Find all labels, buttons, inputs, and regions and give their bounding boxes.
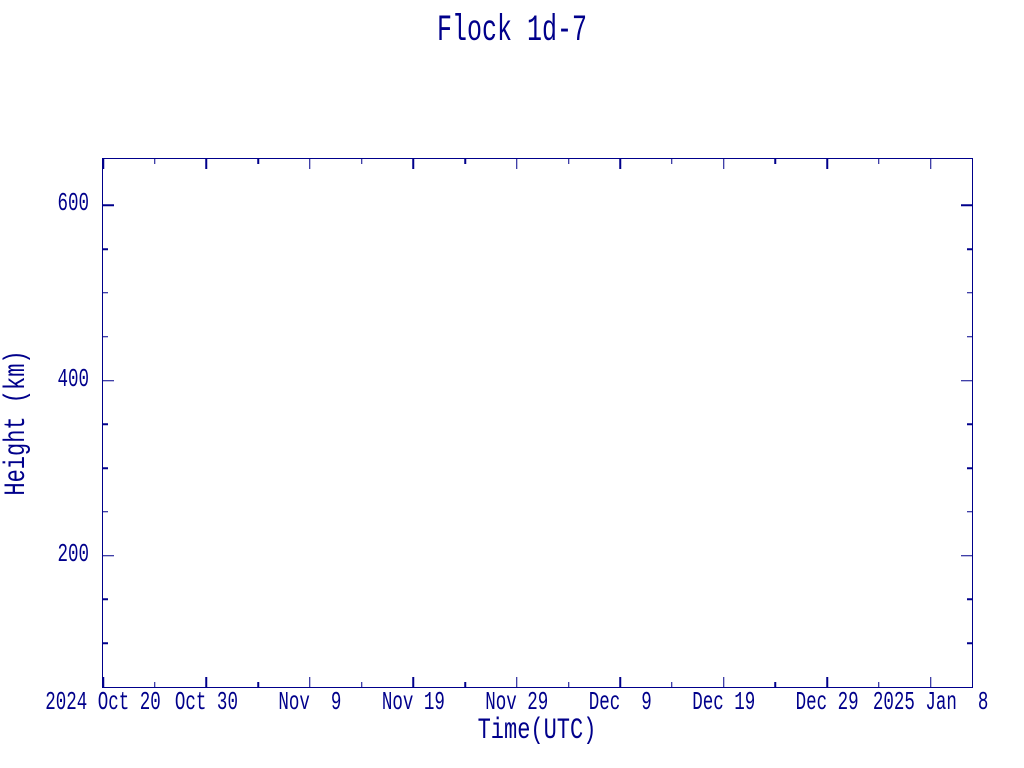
- y-tick-mark: [961, 204, 972, 207]
- x-tick-mark: [567, 159, 570, 164]
- x-axis-title: Time(UTC): [477, 713, 597, 748]
- y-tick-mark: [103, 204, 114, 207]
- x-tick-mark: [826, 159, 828, 169]
- y-tick-label: 600: [57, 189, 89, 220]
- x-tick-label: Dec 19: [692, 688, 756, 718]
- plot-area: 2024 Oct 20 Oct 30 Nov 9 Nov 19 Nov 29 Dec 9 D…: [45, 158, 988, 716]
- x-tick-mark: [153, 159, 156, 164]
- x-tick-mark: [671, 682, 673, 687]
- x-tick-mark: [619, 159, 621, 169]
- x-tick-mark: [205, 159, 208, 169]
- x-tick-mark: [722, 677, 725, 687]
- x-tick-mark: [360, 682, 363, 687]
- x-tick-mark: [929, 677, 932, 687]
- y-tick-label: 400: [57, 364, 89, 395]
- x-tick-mark: [257, 682, 259, 687]
- y-tick-mark: [967, 511, 972, 513]
- y-tick-mark: [103, 336, 108, 338]
- x-tick-label: 2024 Oct 20: [45, 688, 161, 718]
- x-tick-mark: [102, 159, 104, 169]
- x-tick-label: Dec 9: [588, 688, 652, 718]
- y-tick-mark: [967, 336, 972, 338]
- x-tick-mark: [722, 159, 725, 169]
- x-tick-mark: [826, 677, 828, 687]
- x-tick-mark: [257, 159, 259, 164]
- y-tick-mark: [103, 598, 108, 601]
- x-tick-label: Nov 29: [485, 688, 549, 718]
- x-tick-mark: [309, 159, 311, 169]
- x-tick-mark: [360, 159, 363, 164]
- x-tick-mark: [464, 682, 466, 687]
- x-tick-label: Nov 9: [278, 688, 342, 718]
- x-tick-mark: [205, 677, 208, 687]
- y-tick-mark: [967, 248, 972, 250]
- x-tick-mark: [412, 677, 415, 687]
- y-tick-mark: [967, 598, 972, 601]
- y-tick-mark: [103, 248, 108, 250]
- y-tick-mark: [961, 554, 972, 557]
- x-tick-label: Nov 19: [381, 688, 445, 718]
- x-tick-mark: [929, 159, 932, 169]
- x-tick-mark: [153, 682, 156, 687]
- x-tick-label: Oct 30: [174, 688, 238, 718]
- x-tick-mark: [619, 677, 621, 687]
- x-tick-label: Dec 29: [795, 688, 859, 718]
- x-tick-label: 2025 Jan 8: [872, 688, 989, 718]
- chart-title: Flock 1d-7: [436, 8, 588, 52]
- x-tick-mark: [412, 159, 415, 169]
- y-tick-mark: [967, 467, 972, 469]
- x-tick-mark: [671, 159, 673, 164]
- x-tick-mark: [102, 677, 104, 687]
- y-tick-mark: [103, 554, 114, 557]
- y-tick-mark: [967, 642, 972, 644]
- y-tick-mark: [961, 379, 972, 382]
- y-tick-mark: [103, 292, 108, 294]
- x-tick-mark: [516, 159, 518, 169]
- x-tick-mark: [567, 682, 570, 687]
- y-tick-mark: [103, 467, 108, 469]
- x-tick-mark: [878, 682, 880, 687]
- y-tick-mark: [967, 423, 972, 426]
- y-tick-mark: [103, 511, 108, 513]
- y-tick-mark: [103, 379, 114, 382]
- x-tick-mark: [774, 682, 777, 687]
- x-tick-mark: [516, 677, 518, 687]
- x-tick-mark: [878, 159, 880, 164]
- y-axis-title: Height (km): [0, 350, 34, 496]
- y-tick-mark: [103, 642, 108, 644]
- y-tick-mark: [103, 423, 108, 426]
- y-tick-mark: [967, 292, 972, 294]
- x-tick-mark: [464, 159, 466, 164]
- x-tick-mark: [309, 677, 311, 687]
- y-tick-label: 200: [57, 539, 89, 570]
- x-tick-mark: [774, 159, 777, 164]
